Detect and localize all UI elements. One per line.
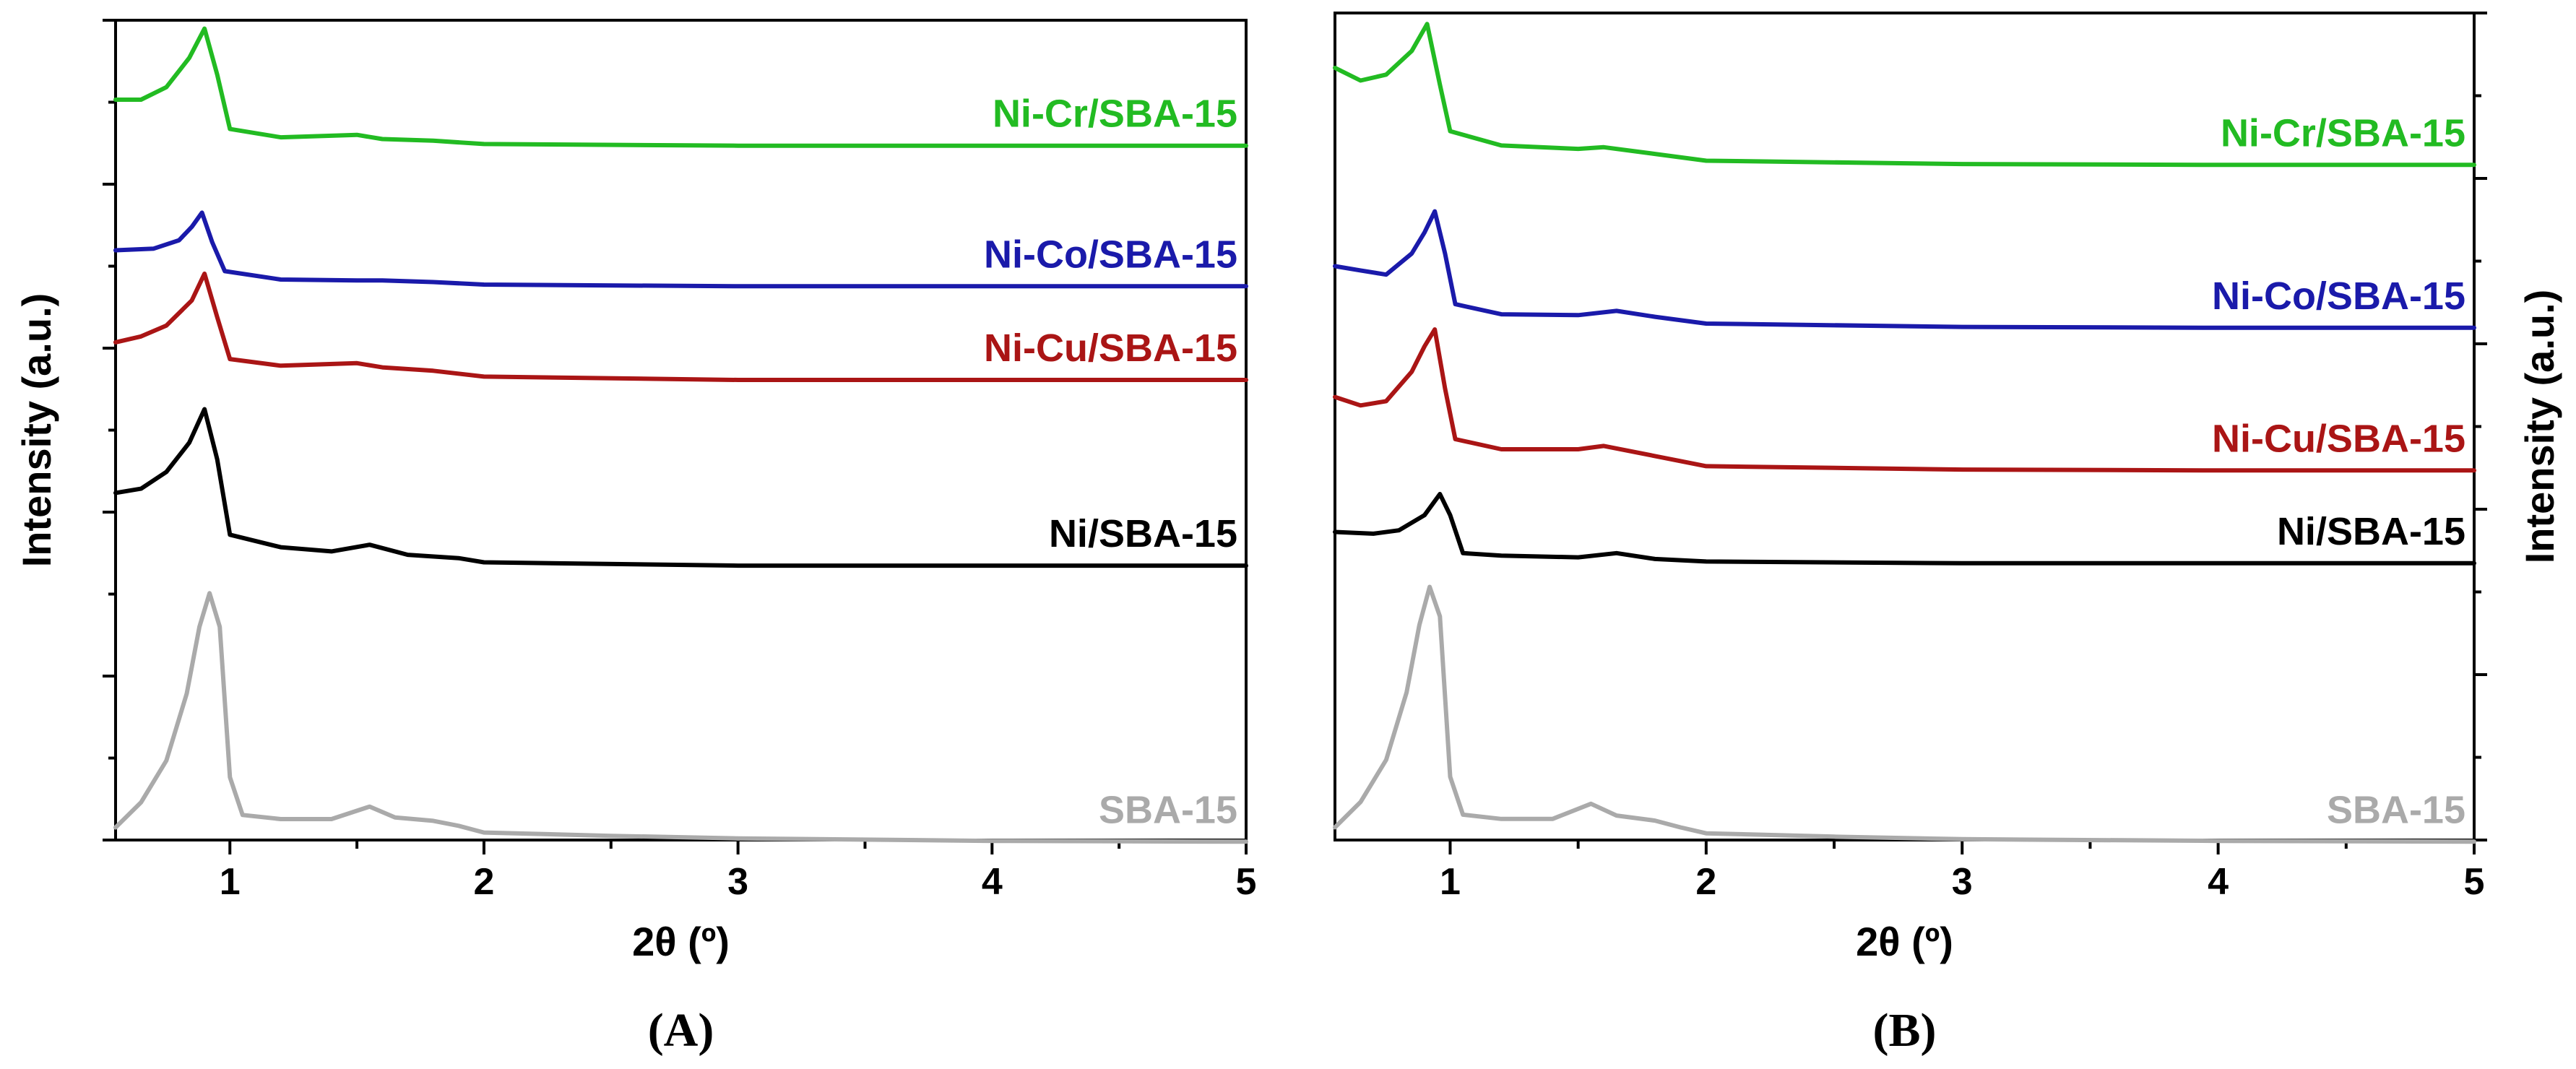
x-tick-label: 5 bbox=[1236, 861, 1257, 903]
series-label-sba-15: SBA-15 bbox=[1099, 788, 1237, 831]
series-label-ni-cr-sba-15: Ni-Cr/SBA-15 bbox=[993, 92, 1237, 136]
series-label-ni-sba-15: Ni/SBA-15 bbox=[2277, 510, 2465, 553]
series-line-ni-sba-15 bbox=[1333, 492, 2476, 566]
series-label-ni-co-sba-15: Ni-Co/SBA-15 bbox=[2212, 274, 2465, 318]
panel-label: (B) bbox=[1873, 1004, 1937, 1057]
x-tick-label: 3 bbox=[727, 861, 748, 903]
series-line-ni-cu-sba-15 bbox=[113, 271, 1248, 382]
x-tick-label: 4 bbox=[2208, 861, 2229, 903]
series-line-ni-cu-sba-15 bbox=[1333, 327, 2476, 473]
series-line-sba-15 bbox=[1333, 584, 2476, 844]
y-axis-title: Intensity (a.u.) bbox=[14, 293, 59, 568]
series-line-ni-co-sba-15 bbox=[113, 210, 1248, 289]
series-line-ni-co-sba-15 bbox=[1333, 209, 2476, 330]
x-tick-label: 3 bbox=[1952, 861, 1973, 903]
x-tick-label: 2 bbox=[1695, 861, 1716, 903]
series-label-ni-co-sba-15: Ni-Co/SBA-15 bbox=[984, 233, 1237, 276]
panel-label: (A) bbox=[648, 1004, 714, 1057]
series-label-ni-cu-sba-15: Ni-Cu/SBA-15 bbox=[2212, 417, 2465, 460]
series-line-ni-cr-sba-15 bbox=[113, 26, 1248, 148]
panel-b: 1 2 3 4 5 2θ (º) Intensity (a.u.) (B) Ni-Cr/SBA-… bbox=[1333, 12, 2562, 1057]
x-axis-title: 2θ (º) bbox=[1856, 919, 1953, 964]
series-line-ni-cr-sba-15 bbox=[1333, 22, 2476, 168]
panel-a: 1 2 3 4 5 2θ (º) Intensity (a.u.) (A) Ni-Cr/SBA-… bbox=[14, 19, 1257, 1057]
series-label-ni-sba-15: Ni/SBA-15 bbox=[1049, 512, 1237, 555]
x-tick-label: 1 bbox=[1440, 861, 1461, 903]
series-line-ni-sba-15 bbox=[113, 407, 1248, 568]
series-label-ni-cu-sba-15: Ni-Cu/SBA-15 bbox=[984, 326, 1237, 370]
x-tick-label: 4 bbox=[982, 861, 1003, 903]
series-label-ni-cr-sba-15: Ni-Cr/SBA-15 bbox=[2221, 111, 2465, 155]
x-tick-label: 1 bbox=[220, 861, 241, 903]
series-line-sba-15 bbox=[113, 591, 1248, 844]
x-tick-label: 2 bbox=[473, 861, 494, 903]
y-axis-title: Intensity (a.u.) bbox=[2517, 290, 2562, 564]
x-tick-label: 5 bbox=[2464, 861, 2485, 903]
x-axis-title: 2θ (º) bbox=[632, 919, 730, 964]
series-label-sba-15: SBA-15 bbox=[2327, 788, 2465, 831]
